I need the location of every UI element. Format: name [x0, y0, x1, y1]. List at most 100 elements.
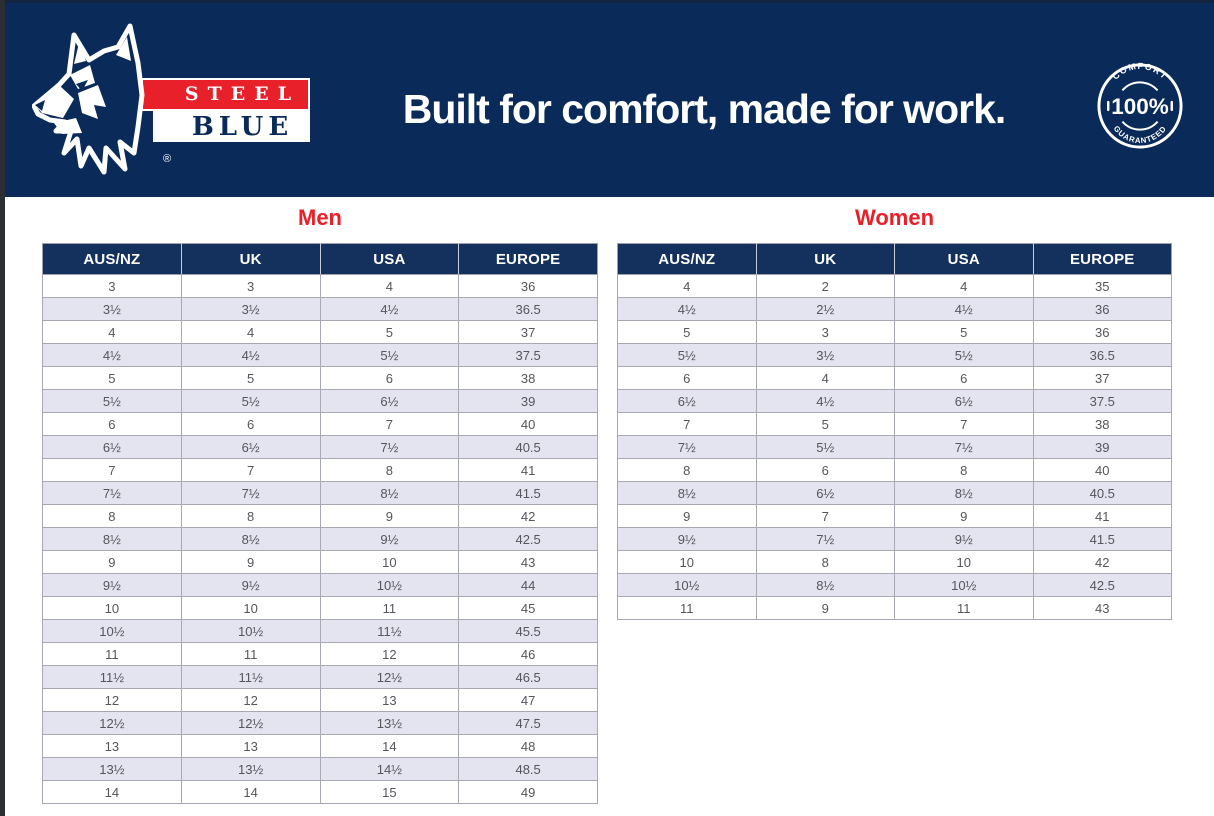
- women-header-row: AUS/NZ UK USA EUROPE: [617, 243, 1172, 275]
- size-cell: 6: [180, 412, 321, 436]
- size-cell: 12½: [42, 711, 182, 735]
- column-header: AUS/NZ: [42, 243, 182, 275]
- table-row: 7 7 8 41: [42, 458, 598, 482]
- size-cell: 13½: [319, 711, 460, 735]
- size-cell: 8: [319, 458, 460, 482]
- size-cell: 41: [1032, 504, 1172, 528]
- size-cell: 12: [180, 688, 321, 712]
- size-cell: 8½: [755, 573, 895, 597]
- size-cell: 7½: [755, 527, 895, 551]
- size-cell: 37.5: [458, 343, 598, 367]
- size-cell: 11: [894, 596, 1034, 620]
- size-cell: 9½: [894, 527, 1034, 551]
- size-cell: 8½: [617, 481, 757, 505]
- size-cell: 5: [42, 366, 182, 390]
- women-section-title: Women: [854, 205, 935, 230]
- table-row: 9 9 10 43: [42, 550, 598, 574]
- size-cell: 38: [1032, 412, 1172, 436]
- size-cell: 42.5: [1032, 573, 1172, 597]
- size-cell: 4: [894, 274, 1034, 298]
- table-row: 5 3 5 36: [617, 320, 1172, 344]
- size-cell: 11½: [319, 619, 460, 643]
- size-cell: 3½: [42, 297, 182, 321]
- size-cell: 6½: [180, 435, 321, 459]
- size-cell: 14: [180, 780, 321, 804]
- size-cell: 3: [180, 274, 321, 298]
- size-cell: 8½: [42, 527, 182, 551]
- size-cell: 5½: [617, 343, 757, 367]
- table-row: 13½ 13½ 14½ 48.5: [42, 757, 598, 781]
- size-cell: 11½: [42, 665, 182, 689]
- size-cell: 8: [42, 504, 182, 528]
- size-cell: 2½: [755, 297, 895, 321]
- size-cell: 10: [180, 596, 321, 620]
- size-cell: 6: [42, 412, 182, 436]
- size-cell: 36.5: [1032, 343, 1172, 367]
- men-size-table: AUS/NZ UK USA EUROPE 3 3 4 36 3½ 3½ 4½ 36.5 4 4 5 37 4½…: [42, 243, 598, 804]
- size-cell: 36: [1032, 320, 1172, 344]
- table-row: 5½ 3½ 5½ 36.5: [617, 343, 1172, 367]
- size-cell: 13½: [42, 757, 182, 781]
- size-cell: 7: [180, 458, 321, 482]
- size-cell: 9½: [617, 527, 757, 551]
- size-cell: 40.5: [458, 435, 598, 459]
- size-cell: 14: [42, 780, 182, 804]
- size-cell: 10: [894, 550, 1034, 574]
- size-cell: 3: [755, 320, 895, 344]
- size-cell: 8: [180, 504, 321, 528]
- size-cell: 9½: [180, 573, 321, 597]
- column-header: AUS/NZ: [617, 243, 756, 275]
- column-header: USA: [319, 243, 459, 275]
- size-cell: 13½: [180, 757, 321, 781]
- size-cell: 4: [755, 366, 895, 390]
- badge-center-text: 100%: [1111, 94, 1168, 119]
- size-cell: 4½: [617, 297, 757, 321]
- size-cell: 46.5: [458, 665, 598, 689]
- size-cell: 12½: [180, 711, 321, 735]
- table-row: 11 11 12 46: [42, 642, 598, 666]
- size-cell: 45.5: [458, 619, 598, 643]
- size-cell: 9½: [319, 527, 460, 551]
- women-size-table: AUS/NZ UK USA EUROPE 4 2 4 35 4½ 2½ 4½ 36 5 3 5 36 5½ 3½…: [617, 243, 1172, 620]
- table-row: 6 4 6 37: [617, 366, 1172, 390]
- table-row: 4 2 4 35: [617, 274, 1172, 298]
- table-row: 8½ 6½ 8½ 40.5: [617, 481, 1172, 505]
- size-cell: 3: [42, 274, 182, 298]
- table-row: 9½ 9½ 10½ 44: [42, 573, 598, 597]
- table-row: 12 12 13 47: [42, 688, 598, 712]
- size-cell: 8½: [894, 481, 1034, 505]
- column-header: EUROPE: [1032, 243, 1172, 275]
- column-header: EUROPE: [458, 243, 598, 275]
- size-cell: 9: [894, 504, 1034, 528]
- size-cell: 41.5: [458, 481, 598, 505]
- size-cell: 6: [894, 366, 1034, 390]
- table-row: 12½ 12½ 13½ 47.5: [42, 711, 598, 735]
- table-row: 8 6 8 40: [617, 458, 1172, 482]
- tagline: Built for comfort, made for work.: [402, 86, 1007, 132]
- size-cell: 12: [42, 688, 182, 712]
- size-cell: 5½: [42, 389, 182, 413]
- size-cell: 39: [1032, 435, 1172, 459]
- size-cell: 6½: [894, 389, 1034, 413]
- size-cell: 11: [180, 642, 321, 666]
- size-cell: 10½: [42, 619, 182, 643]
- size-cell: 13: [319, 688, 460, 712]
- size-cell: 36.5: [458, 297, 598, 321]
- size-cell: 7: [319, 412, 460, 436]
- size-cell: 4½: [180, 343, 321, 367]
- dingo-head-icon: [32, 23, 145, 175]
- table-row: 9½ 7½ 9½ 41.5: [617, 527, 1172, 551]
- size-cell: 9: [319, 504, 460, 528]
- size-cell: 4½: [755, 389, 895, 413]
- size-cell: 43: [1032, 596, 1172, 620]
- size-cell: 9: [755, 596, 895, 620]
- table-row: 10½ 10½ 11½ 45.5: [42, 619, 598, 643]
- size-cell: 4½: [319, 297, 460, 321]
- size-cell: 6: [319, 366, 460, 390]
- steel-wordmark: STEEL: [184, 83, 301, 105]
- size-cell: 7: [894, 412, 1034, 436]
- size-cell: 12½: [319, 665, 460, 689]
- table-row: 10½ 8½ 10½ 42.5: [617, 573, 1172, 597]
- table-row: 6 6 7 40: [42, 412, 598, 436]
- size-cell: 49: [458, 780, 598, 804]
